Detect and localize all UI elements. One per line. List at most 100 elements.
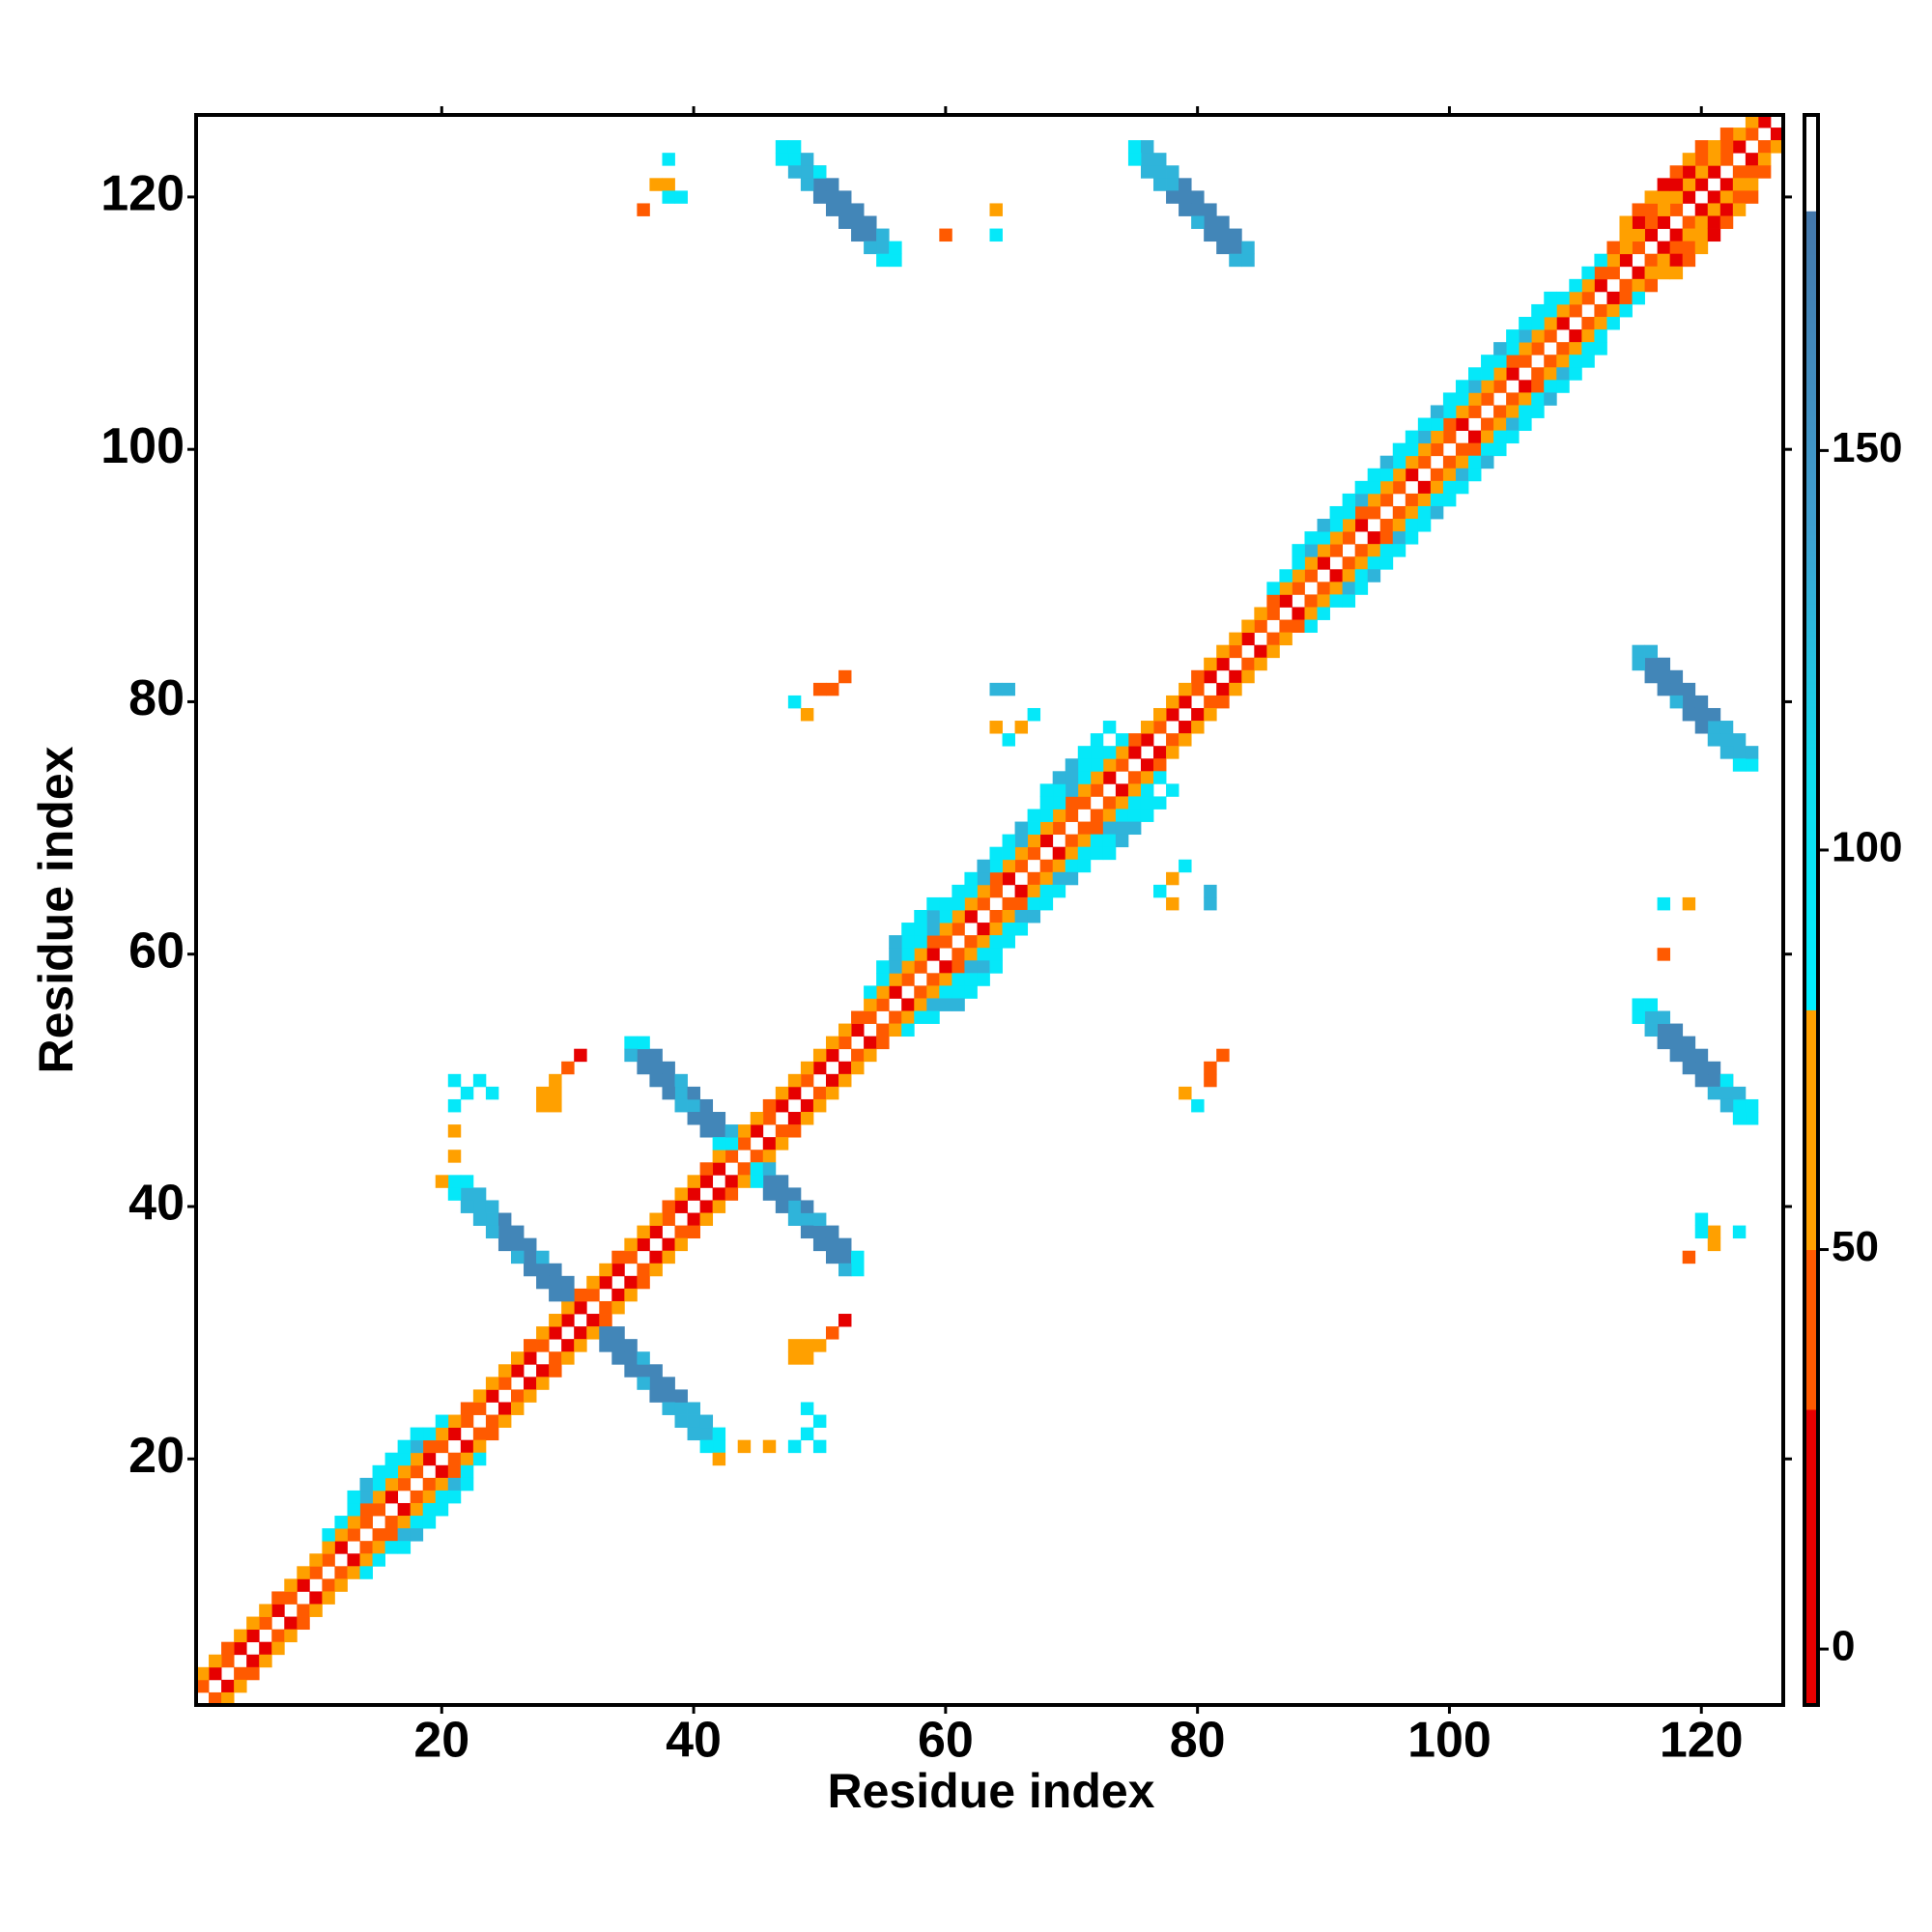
heatmap-cell bbox=[1506, 342, 1520, 355]
heatmap-cell bbox=[1657, 657, 1671, 671]
heatmap-cell bbox=[1002, 682, 1015, 696]
heatmap-cell bbox=[1279, 632, 1293, 646]
heatmap-cell bbox=[510, 1250, 525, 1264]
heatmap-cell bbox=[1191, 215, 1205, 229]
heatmap-cell bbox=[812, 1439, 827, 1454]
heatmap-cell bbox=[221, 1641, 235, 1656]
heatmap-cell bbox=[1519, 417, 1532, 431]
heatmap-cell bbox=[1468, 367, 1482, 381]
heatmap-cell bbox=[889, 985, 902, 999]
heatmap-cell bbox=[1052, 783, 1066, 797]
heatmap-cell bbox=[322, 1528, 335, 1542]
heatmap-cell bbox=[1556, 291, 1570, 305]
heatmap-cell bbox=[674, 1225, 688, 1239]
heatmap-cell bbox=[1694, 1048, 1709, 1063]
heatmap-cell bbox=[1216, 228, 1230, 242]
heatmap-cell bbox=[699, 1098, 714, 1113]
heatmap-cell bbox=[460, 1086, 474, 1100]
heatmap-cell bbox=[1682, 190, 1696, 204]
heatmap-cell bbox=[322, 1541, 335, 1554]
heatmap-cell bbox=[460, 1200, 474, 1213]
heatmap-cell bbox=[825, 1073, 839, 1088]
heatmap-cell bbox=[497, 1414, 512, 1429]
heatmap-cell bbox=[1632, 266, 1645, 280]
heatmap-cell bbox=[1632, 228, 1645, 242]
heatmap-cell bbox=[472, 1212, 487, 1226]
heatmap-cell bbox=[1090, 758, 1104, 772]
heatmap-cell bbox=[1519, 392, 1532, 406]
y-tick-label: 80 bbox=[128, 670, 185, 726]
heatmap-cell bbox=[259, 1604, 272, 1617]
heatmap-cell bbox=[1544, 303, 1557, 318]
heatmap-cell bbox=[1719, 190, 1734, 204]
heatmap-cell bbox=[1065, 758, 1079, 772]
heatmap-cell bbox=[309, 1566, 323, 1579]
heatmap-cell bbox=[1581, 329, 1595, 343]
heatmap-cell bbox=[234, 1679, 247, 1693]
heatmap-cell bbox=[1682, 1250, 1696, 1264]
heatmap-cell bbox=[561, 1339, 575, 1352]
heatmap-cell bbox=[1405, 430, 1419, 444]
heatmap-cell bbox=[800, 1225, 814, 1239]
heatmap-cell bbox=[964, 985, 978, 999]
heatmap-cell bbox=[1644, 644, 1659, 659]
heatmap-cell bbox=[914, 1010, 927, 1024]
heatmap-cell bbox=[989, 682, 1003, 696]
heatmap-cell bbox=[1052, 796, 1066, 810]
heatmap-cell bbox=[1367, 544, 1381, 557]
heatmap-cell bbox=[297, 1566, 310, 1579]
heatmap-cell bbox=[851, 1250, 865, 1264]
heatmap-cell bbox=[1468, 392, 1482, 406]
heatmap-cell bbox=[1379, 556, 1394, 570]
heatmap-cell bbox=[372, 1528, 385, 1542]
heatmap-cell bbox=[472, 1452, 487, 1466]
heatmap-cell bbox=[1732, 1112, 1747, 1125]
heatmap-cell bbox=[524, 1237, 537, 1252]
heatmap-cell bbox=[284, 1616, 298, 1631]
heatmap-cell bbox=[977, 871, 990, 886]
heatmap-cell bbox=[1102, 846, 1117, 861]
heatmap-cell bbox=[812, 190, 827, 204]
heatmap-cell bbox=[838, 203, 852, 216]
heatmap-cell bbox=[1417, 455, 1432, 469]
heatmap-cell bbox=[952, 998, 965, 1011]
heatmap-cell bbox=[435, 1175, 449, 1188]
heatmap-cell bbox=[497, 1237, 512, 1252]
heatmap-cell bbox=[1669, 165, 1684, 179]
heatmap-cell bbox=[1581, 291, 1595, 305]
heatmap-cell bbox=[1644, 215, 1659, 229]
heatmap-cell bbox=[599, 1314, 612, 1327]
heatmap-cell bbox=[889, 1023, 902, 1037]
heatmap-cell bbox=[1430, 480, 1444, 495]
heatmap-cell bbox=[1354, 519, 1369, 532]
heatmap-cell bbox=[611, 1351, 625, 1365]
heatmap-cell bbox=[637, 1351, 650, 1365]
heatmap-cell bbox=[334, 1516, 348, 1529]
heatmap-cell bbox=[1140, 771, 1154, 784]
heatmap-cell bbox=[1254, 607, 1267, 620]
heatmap-cell bbox=[1719, 1073, 1734, 1088]
heatmap-cell bbox=[485, 1377, 499, 1390]
heatmap-cell bbox=[649, 1048, 663, 1063]
heatmap-cell bbox=[1077, 771, 1092, 784]
heatmap-cell bbox=[674, 1237, 688, 1252]
heatmap-cell bbox=[838, 1036, 852, 1050]
heatmap-cell bbox=[914, 910, 927, 923]
heatmap-cell bbox=[422, 1516, 437, 1529]
heatmap-cell bbox=[359, 1490, 373, 1504]
heatmap-cell bbox=[1266, 582, 1280, 595]
heatmap-cell bbox=[1757, 153, 1772, 166]
heatmap-cell bbox=[775, 1187, 789, 1201]
heatmap-cell bbox=[1027, 884, 1041, 898]
heatmap-cell bbox=[989, 871, 1003, 886]
heatmap-cell bbox=[737, 1124, 752, 1138]
heatmap-cell bbox=[1519, 405, 1532, 418]
heatmap-cell bbox=[876, 241, 890, 255]
heatmap-cell bbox=[989, 884, 1003, 898]
heatmap-cell bbox=[574, 1288, 587, 1302]
heatmap-cell bbox=[1204, 657, 1217, 671]
heatmap-cell bbox=[1140, 783, 1154, 797]
heatmap-cell bbox=[864, 998, 877, 1011]
heatmap-cell bbox=[1266, 644, 1280, 659]
heatmap-cell bbox=[447, 1490, 462, 1504]
